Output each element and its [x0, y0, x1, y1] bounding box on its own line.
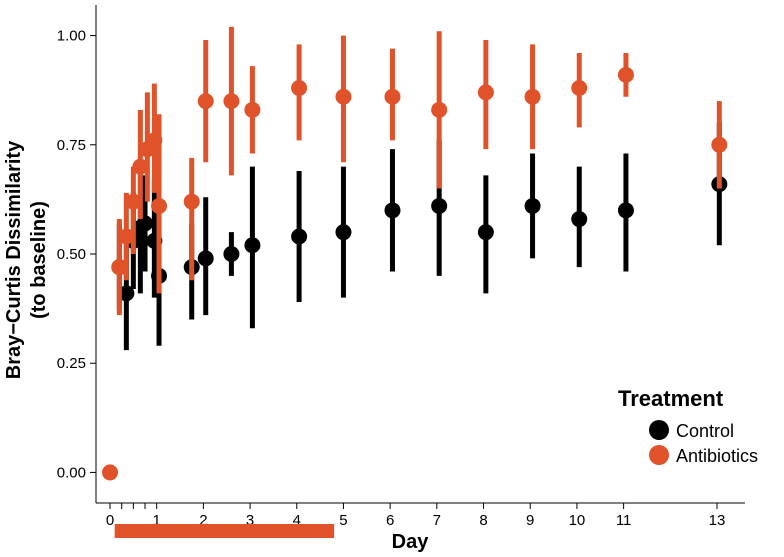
x-tick-label: 4 [293, 512, 301, 529]
x-tick-label: 3 [246, 512, 254, 529]
y-axis-title: Bray−Curtis Dissimilarity (to baseline) [3, 140, 50, 379]
data-point [183, 193, 200, 210]
x-tick-label: 5 [339, 512, 347, 529]
data-point [477, 224, 494, 241]
data-point [118, 228, 135, 245]
legend-label-antibiotics: Antibiotics [676, 446, 758, 466]
data-point [524, 197, 541, 214]
data-point [197, 93, 214, 110]
series-antibiotics [102, 26, 728, 481]
legend-marker-control [649, 420, 669, 440]
data-point [197, 250, 214, 267]
data-point [431, 101, 448, 118]
x-tick-label: 9 [526, 512, 534, 529]
data-point [118, 285, 135, 302]
data-point [223, 246, 240, 262]
data-point [571, 211, 588, 228]
data-point [244, 237, 261, 254]
data-point [477, 84, 494, 101]
data-point [335, 88, 352, 105]
data-point [617, 66, 634, 83]
x-axis-title: Day [392, 531, 430, 553]
data-point [125, 193, 142, 210]
data-point [132, 158, 149, 175]
data-point [223, 93, 240, 110]
x-tick-label: 0 [106, 512, 114, 529]
data-point [291, 80, 308, 96]
legend: Treatment Control Antibiotics [618, 386, 758, 466]
data-point [524, 88, 541, 105]
x-tick-label: 1 [153, 512, 161, 529]
data-point [291, 228, 308, 245]
plot-marks [102, 26, 728, 481]
data-point [335, 224, 352, 241]
legend-title: Treatment [618, 386, 724, 411]
x-tick-label: 7 [433, 512, 441, 529]
x-tick-label: 2 [199, 512, 207, 529]
data-point [571, 80, 588, 96]
x-tick-label: 13 [709, 512, 726, 529]
y-tick-label: 0.00 [57, 464, 86, 481]
x-axis: 0 1 2 3 4 5 6 7 8 9 10 11 13 [96, 502, 745, 538]
x-tick-label: 6 [386, 512, 394, 529]
data-point [151, 197, 168, 214]
legend-label-control: Control [676, 421, 734, 441]
data-point [384, 88, 401, 105]
x-tick-label: 8 [479, 512, 487, 529]
y-axis-title-line-2: (to baseline) [28, 201, 50, 319]
data-point [384, 202, 401, 219]
data-point [137, 215, 154, 232]
y-axis: 0.00 0.25 0.50 0.75 1.00 [57, 5, 97, 503]
data-point [617, 202, 634, 219]
y-tick-label: 0.25 [57, 355, 86, 372]
y-tick-label: 1.00 [57, 28, 86, 45]
legend-marker-antibiotics [649, 445, 669, 465]
y-tick-label: 0.75 [57, 137, 86, 154]
y-axis-title-line-1: Bray−Curtis Dissimilarity [3, 140, 25, 379]
data-point [102, 464, 119, 481]
data-point [431, 197, 448, 214]
data-point [244, 101, 261, 118]
data-point [711, 136, 728, 153]
treatment-period-bar [114, 524, 335, 538]
x-tick-label: 10 [569, 512, 586, 529]
x-tick-label: 11 [616, 512, 632, 529]
data-point [111, 259, 128, 276]
y-tick-label: 0.50 [57, 246, 86, 263]
